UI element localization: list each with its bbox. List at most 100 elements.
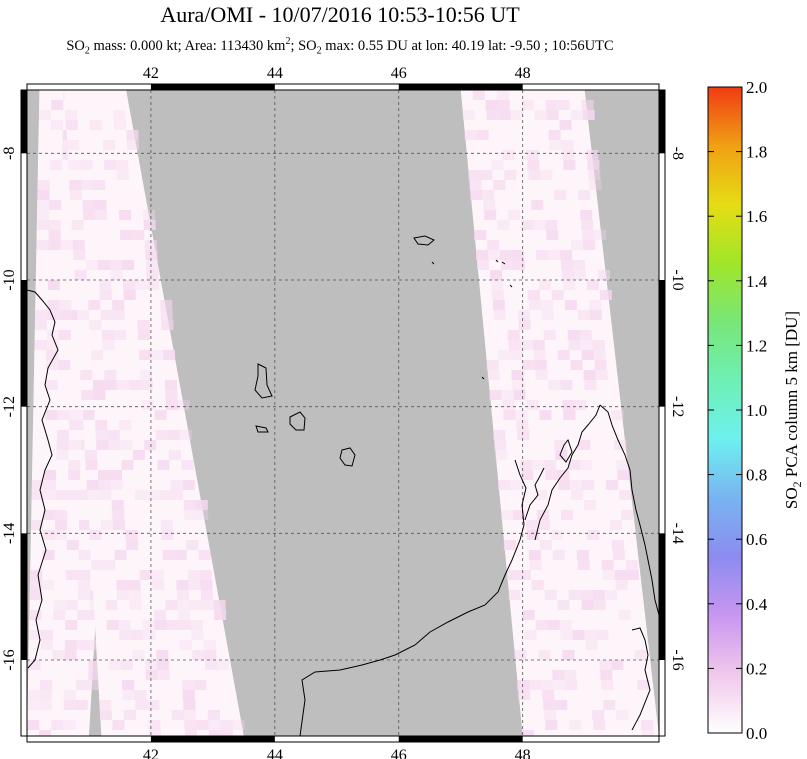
swath-pixel <box>599 290 612 300</box>
swath-pixel <box>131 630 144 640</box>
swath-pixel <box>196 720 209 730</box>
swath-pixel <box>183 700 196 710</box>
swath-pixel <box>155 430 168 440</box>
swath-pixel <box>555 700 568 710</box>
swath-pixel <box>103 140 116 150</box>
swath-pixel <box>232 720 245 730</box>
swath-pixel <box>85 460 98 470</box>
swath-pixel <box>45 380 58 390</box>
coastline <box>534 404 601 541</box>
swath-pixel <box>595 370 608 380</box>
swath-pixel <box>184 510 197 520</box>
swath-pixel <box>123 280 136 290</box>
swath-pixel <box>114 550 127 560</box>
swath-pixel <box>535 620 548 630</box>
swath-pixel <box>588 300 601 310</box>
swath-pixel <box>592 710 605 720</box>
swath-pixel <box>89 120 102 130</box>
swath-pixel <box>498 110 511 120</box>
swath-pixel <box>513 260 525 270</box>
swath-pixel <box>516 420 529 430</box>
swath-pixel <box>570 480 583 490</box>
swath-pixel <box>96 440 109 450</box>
swath-pixel <box>512 250 525 260</box>
swath-pixel <box>76 680 89 690</box>
swath-pixel <box>157 460 170 470</box>
swath-pixel <box>127 140 140 150</box>
swath-pixel <box>135 490 148 500</box>
swath-pixel <box>80 370 93 380</box>
frame-left <box>20 89 28 737</box>
swath-pixel <box>580 460 593 470</box>
swath-pixel <box>143 210 156 220</box>
swath-pixel <box>506 570 519 580</box>
swath-pixel <box>116 380 129 390</box>
swath-pixel <box>476 130 489 140</box>
swath-pixel <box>165 390 178 400</box>
swath-pixel <box>542 690 555 700</box>
plot-area <box>27 90 659 736</box>
swath-pixel <box>540 300 553 310</box>
swath-pixel <box>69 420 82 430</box>
swath-pixel <box>565 680 578 690</box>
swath-pixel <box>468 170 481 180</box>
swath-pixel <box>497 350 510 360</box>
swath-pixel <box>515 410 528 420</box>
swath-pixel <box>112 720 125 730</box>
swath-pixel <box>145 670 158 680</box>
swath-pixel <box>617 470 630 480</box>
swath-pixel <box>213 600 226 610</box>
swath-pixel <box>503 410 516 420</box>
swath-pixel <box>572 630 585 640</box>
swath-pixel <box>497 220 510 230</box>
swath-pixel <box>142 620 155 630</box>
swath-pixel <box>476 250 489 260</box>
swath-pixel <box>65 620 78 630</box>
coastline <box>255 425 269 433</box>
swath-pixel <box>78 550 91 560</box>
swath-pixel <box>570 110 583 120</box>
swath-pixel <box>95 420 108 430</box>
swath-pixel <box>40 640 53 650</box>
swath-pixel <box>31 480 44 490</box>
swath-pixel <box>207 710 220 720</box>
swath-pixel <box>99 490 112 500</box>
swath-pixel <box>521 470 534 480</box>
swath-pixel <box>189 600 202 610</box>
swath-pixel <box>116 160 129 170</box>
swath-pixel <box>491 160 504 170</box>
subtitle-sub2: 2 <box>316 45 322 57</box>
swath-pixel <box>538 520 550 530</box>
swath-pixel <box>618 610 631 620</box>
swath-pixel <box>128 380 141 390</box>
swath-pixel <box>533 350 546 360</box>
y-tick-label-right: -10 <box>669 269 686 290</box>
swath-pixel <box>144 440 157 450</box>
swath-pixel <box>571 490 584 500</box>
swath-pixel <box>477 260 489 270</box>
swath-pixel <box>584 380 597 390</box>
swath-pixel <box>611 540 624 550</box>
coastline <box>509 284 513 288</box>
swath-pixel <box>74 270 87 280</box>
swath-pixel <box>46 360 59 370</box>
swath-pixel <box>209 730 221 736</box>
frame-top <box>26 83 660 91</box>
swath-pixel <box>508 210 521 220</box>
swath-pixel <box>29 590 42 600</box>
swath-pixel <box>126 540 139 550</box>
swath-pixel <box>84 450 97 460</box>
swath-pixel <box>79 490 92 500</box>
swath-pixel <box>603 700 616 710</box>
swath-pixel <box>95 210 108 220</box>
swath-pixel <box>541 680 554 690</box>
colorbar-tick-label: 1.2 <box>746 336 767 355</box>
swath-pixel <box>63 690 76 700</box>
swath-pixel <box>583 240 596 250</box>
swath-pixel <box>472 90 485 100</box>
swath-pixel <box>548 130 561 140</box>
swath-pixel <box>562 150 575 160</box>
swath-pixel <box>51 100 64 110</box>
swath-pixel <box>161 530 174 540</box>
